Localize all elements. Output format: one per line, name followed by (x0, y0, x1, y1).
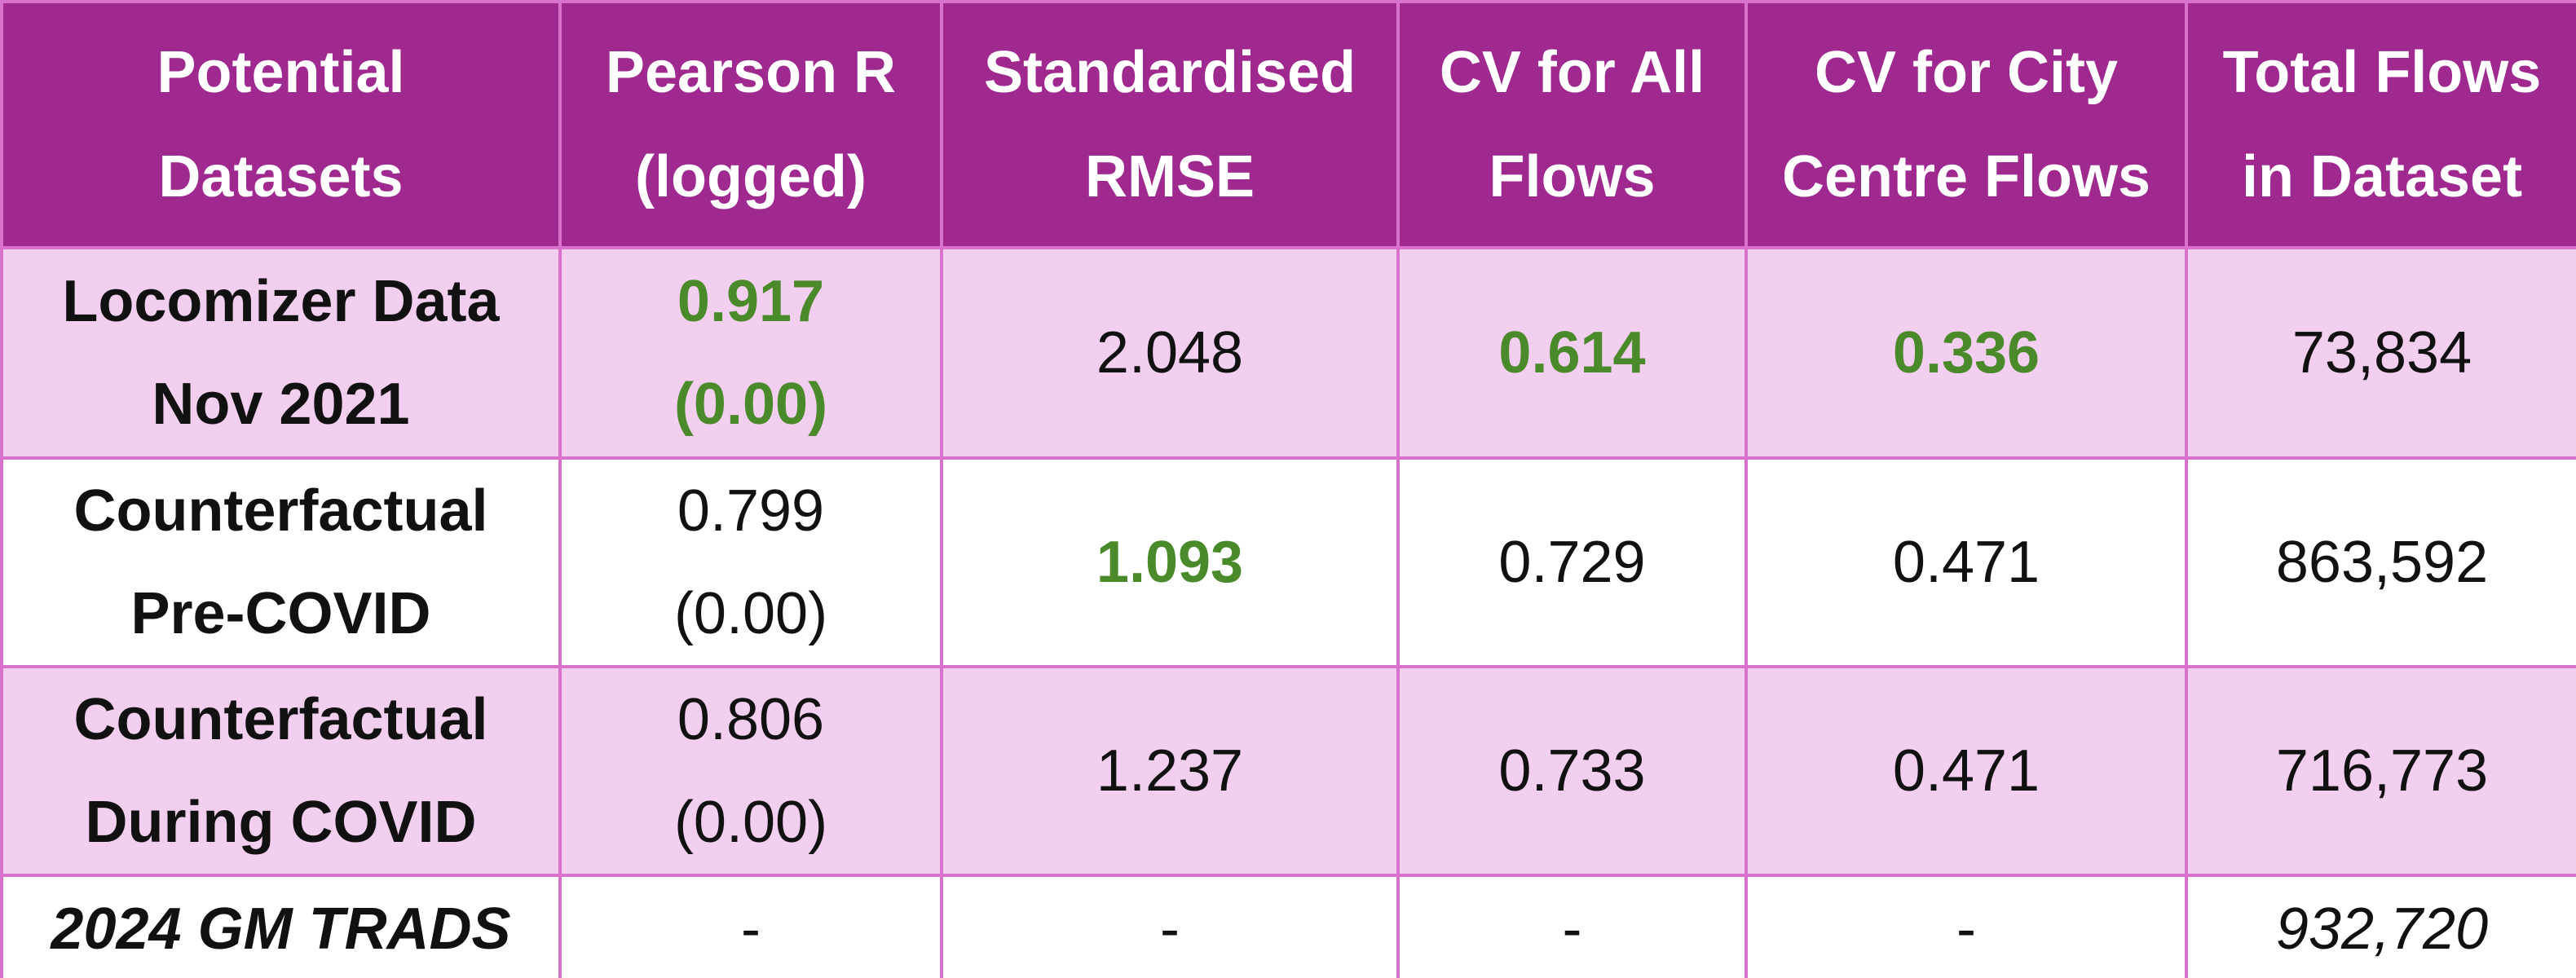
header-cell: Standardised RMSE (940, 0, 1400, 249)
cell-line: Flows (1489, 144, 1656, 209)
cell-line: 863,592 (2275, 530, 2489, 595)
table-cell: 1.237 (940, 665, 1400, 877)
cell-line: Pre-COVID (130, 581, 431, 646)
table-cell: 0.799 (0.00) (558, 456, 943, 668)
cell-line: CV for All (1439, 40, 1705, 105)
table-cell: 932,720 (2185, 874, 2576, 978)
cell-line: - (1160, 896, 1180, 962)
cell-line: 0.729 (1498, 530, 1646, 595)
table-cell: 2024 GM TRADS (0, 874, 562, 978)
cell-line: - (1956, 896, 1976, 962)
cell-line: in Dataset (2241, 144, 2523, 209)
cell-line: - (1562, 896, 1582, 962)
cell-line: Counterfactual (73, 687, 488, 752)
table-cell: - (558, 874, 943, 978)
table-cell: Counterfactual Pre-COVID (0, 456, 562, 668)
table-cell: 0.917 (0.00) (558, 246, 943, 460)
cell-line: (0.00) (673, 581, 828, 646)
table-cell: - (1396, 874, 1748, 978)
cell-line: 1.093 (1096, 530, 1244, 595)
header-cell: Potential Datasets (0, 0, 562, 249)
cell-line: 716,773 (2275, 738, 2489, 804)
table-cell: 1.093 (940, 456, 1400, 668)
table-cell: Counterfactual During COVID (0, 665, 562, 877)
table-row: Counterfactual During COVID 0.806 (0.00) 1.2… (0, 665, 2576, 877)
header-cell: Total Flows in Dataset (2185, 0, 2576, 249)
cell-line: 0.799 (677, 478, 825, 544)
cell-line: (0.00) (673, 790, 828, 855)
cell-line: RMSE (1084, 144, 1255, 209)
header-cell: Pearson R (logged) (558, 0, 943, 249)
cell-line: Potential (157, 40, 405, 105)
table-cell: 2.048 (940, 246, 1400, 460)
table-cell: Locomizer Data Nov 2021 (0, 246, 562, 460)
cell-line: CV for City (1814, 40, 2119, 105)
cell-line: During COVID (85, 790, 477, 855)
table-cell: 863,592 (2185, 456, 2576, 668)
cell-line: 1.237 (1096, 738, 1244, 804)
table-cell: 0.806 (0.00) (558, 665, 943, 877)
table-cell: 0.733 (1396, 665, 1748, 877)
cell-line: 0.471 (1892, 530, 2040, 595)
header-cell: CV for City Centre Flows (1745, 0, 2188, 249)
cell-line: - (741, 896, 761, 962)
cell-line: 2.048 (1096, 320, 1244, 385)
cell-line: 0.614 (1498, 320, 1646, 385)
table-cell: - (940, 874, 1400, 978)
header-cell: CV for All Flows (1396, 0, 1748, 249)
table-cell: 0.614 (1396, 246, 1748, 460)
table-row: Counterfactual Pre-COVID 0.799 (0.00) 1.093 0… (0, 456, 2576, 668)
cell-line: Nov 2021 (152, 372, 410, 437)
cell-line: (logged) (635, 144, 867, 209)
table-cell: - (1745, 874, 2188, 978)
table-cell: 0.471 (1745, 456, 2188, 668)
cell-line: 932,720 (2275, 896, 2489, 962)
cell-line: 0.471 (1892, 738, 2040, 804)
table-cell: 0.471 (1745, 665, 2188, 877)
cell-line: Pearson R (605, 40, 897, 105)
cell-line: 0.733 (1498, 738, 1646, 804)
cell-line: Counterfactual (73, 478, 488, 544)
cell-line: 0.917 (677, 269, 825, 334)
table-cell: 0.336 (1745, 246, 2188, 460)
cell-line: Locomizer Data (62, 269, 500, 334)
table-row: 2024 GM TRADS - - - - 932,720 (0, 874, 2576, 978)
table-cell: 0.729 (1396, 456, 1748, 668)
header-row: Potential Datasets Pearson R (logged) Standa… (0, 0, 2576, 249)
cell-line: Standardised (983, 40, 1356, 105)
cell-line: Total Flows (2222, 40, 2542, 105)
cell-line: 0.806 (677, 687, 825, 752)
table-row: Locomizer Data Nov 2021 0.917 (0.00) 2.048 0.… (0, 246, 2576, 460)
cell-line: 2024 GM TRADS (51, 896, 511, 962)
cell-line: Datasets (158, 144, 404, 209)
cell-line: 0.336 (1892, 320, 2040, 385)
table-cell: 716,773 (2185, 665, 2576, 877)
cell-line: 73,834 (2291, 320, 2472, 385)
table-cell: 73,834 (2185, 246, 2576, 460)
cell-line: Centre Flows (1781, 144, 2151, 209)
cell-line: (0.00) (673, 372, 828, 437)
